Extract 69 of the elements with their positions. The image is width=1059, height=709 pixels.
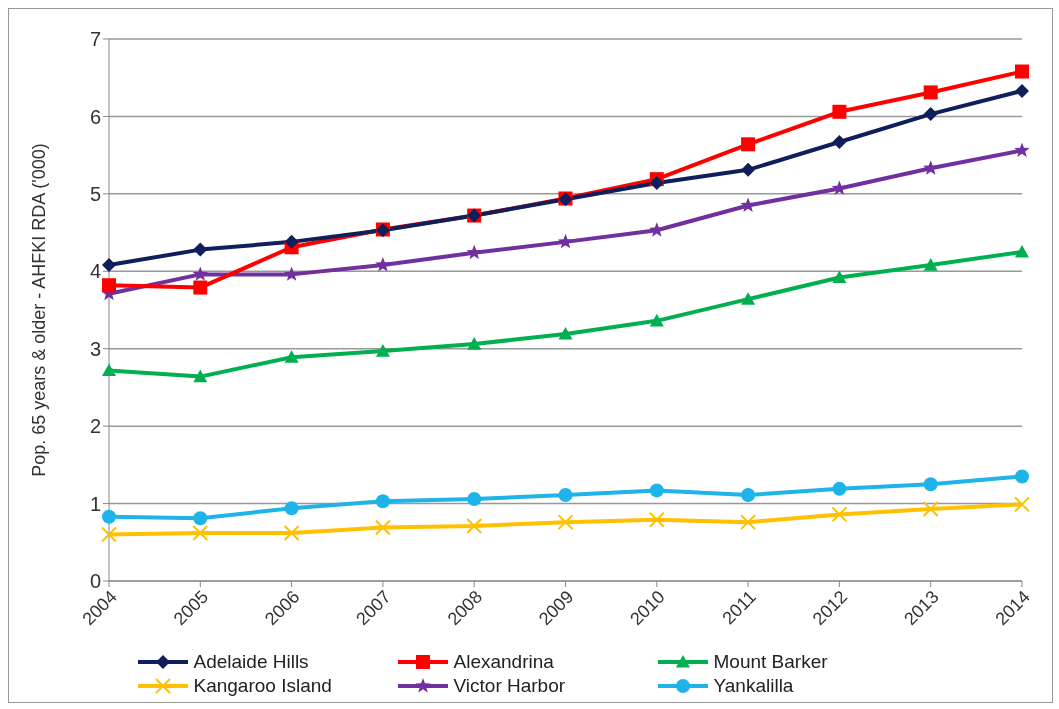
point [831,506,848,523]
point [102,509,116,524]
point [192,266,208,281]
point [557,514,574,531]
point [558,488,573,503]
point [923,258,938,271]
point [741,488,756,503]
point [102,258,116,273]
point [649,483,664,498]
point [648,511,665,528]
point [466,244,482,260]
point [832,270,847,284]
point [284,350,299,363]
point [375,257,391,272]
point [374,519,391,536]
point [284,234,299,249]
point [1015,83,1029,98]
point [375,344,390,357]
point [741,137,756,152]
point [102,363,116,376]
point [193,369,208,383]
point [192,524,209,541]
legend-label: Victor Harbor [453,675,566,697]
point [193,242,208,257]
point [1015,469,1029,484]
point [1014,496,1030,513]
point [832,481,847,496]
point [101,526,117,543]
y-tick-label: 1 [89,492,101,515]
point [375,494,390,509]
point [922,500,939,517]
point [193,511,208,526]
point [467,337,482,350]
legend-label: Adelaide Hills [193,651,309,673]
legend-label: Kangaroo Island [193,675,332,697]
legend-label: Yankalilla [713,675,794,697]
point [923,85,938,100]
y-tick-label: 7 [89,28,101,51]
point [284,501,299,516]
legend-label: Mount Barker [713,651,828,673]
point [557,233,574,249]
point [558,327,573,340]
point [283,266,300,281]
point [1014,142,1030,157]
point [832,104,847,119]
y-tick-label: 2 [89,415,101,438]
y-tick-label: 3 [89,337,101,360]
point [923,477,938,492]
point [649,313,664,327]
y-axis-title: Pop. 65 years & older - AHFKI RDA ('000) [29,143,50,477]
point [740,197,756,212]
point [193,280,208,295]
point [467,491,482,506]
point [466,518,483,535]
point [283,524,300,541]
y-tick-label: 5 [89,182,101,205]
point [741,292,756,305]
point [832,134,847,149]
point [740,514,757,531]
y-tick-label: 6 [89,105,101,128]
point [1015,244,1029,258]
point [102,278,116,293]
y-tick-label: 4 [89,260,101,283]
point [649,176,664,191]
point [741,162,756,177]
legend-label: Alexandrina [453,651,554,673]
y-tick-label: 0 [89,570,101,593]
point [923,107,938,122]
point [1015,64,1029,79]
